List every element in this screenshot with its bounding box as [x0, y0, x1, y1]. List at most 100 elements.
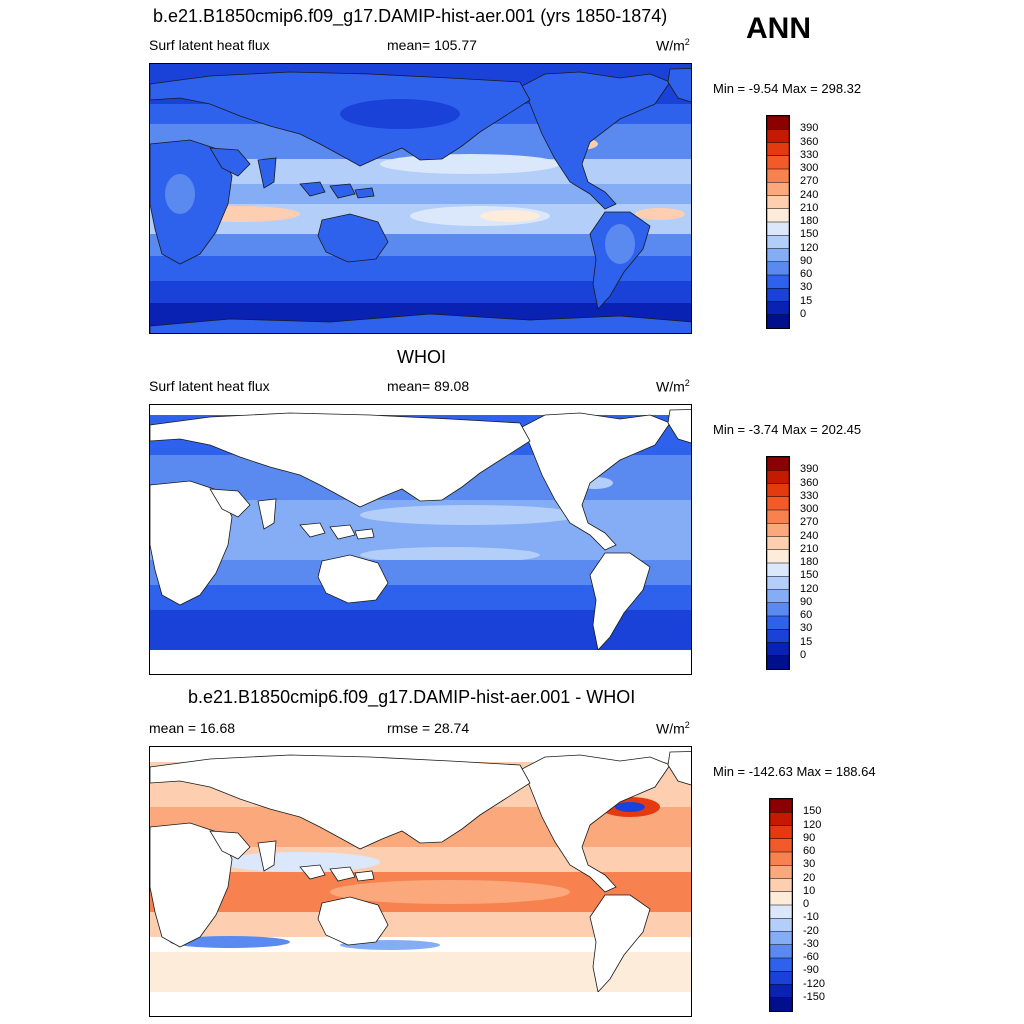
panel2-colorbar-swatch	[767, 615, 789, 630]
panel2-colorbar-tick-label: 60	[800, 609, 813, 621]
panel3-title: b.e21.B1850cmip6.f09_g17.DAMIP-hist-aer.…	[188, 687, 636, 707]
panel2-colorbar-tick-label: 30	[800, 622, 813, 635]
panel1-colorbar-tick-label: 330	[800, 148, 819, 161]
panel1-colorbar-tick-label: 360	[800, 135, 819, 148]
panel3-colorbar-swatch	[770, 971, 792, 986]
panel2-colorbar-swatch	[767, 523, 789, 538]
panel2-colorbar-swatch	[767, 562, 789, 577]
panel1-colorbar-swatch	[767, 248, 789, 263]
panel2-colorbar-swatch	[767, 589, 789, 604]
panel2-colorbar-tick-label: 360	[800, 476, 819, 489]
panel3-difference-map	[149, 746, 692, 1017]
panel3-colorbar-tick-label: -30	[803, 937, 819, 950]
panel2-colorbar-swatch	[767, 549, 789, 564]
panel3-colorbar-swatch	[770, 851, 792, 866]
panel2-minmax: Min = -3.74 Max = 202.45	[713, 422, 862, 437]
panel1-colorbar-tick-label: 15	[800, 294, 813, 307]
panel1-colorbar-tick-label: 270	[800, 175, 819, 188]
panel1-colorbar-swatch	[767, 221, 789, 236]
panel1-colorbar-swatch	[767, 288, 789, 303]
panel3-colorbar-tick-label: 90	[803, 831, 816, 844]
panel3-colorbar-tick-label: 0	[803, 898, 810, 910]
panel1-units: W/m2	[656, 37, 690, 54]
panel2-colorbar-tick-label: 210	[800, 542, 819, 555]
panel2-colorbar-tick-label: 270	[800, 516, 819, 529]
panel3-colorbar	[769, 798, 793, 1012]
panel2-colorbar-swatch	[767, 509, 789, 524]
panel3-colorbar-swatch	[770, 931, 792, 946]
panel1-colorbar-tick-label: 390	[800, 122, 819, 135]
panel2-colorbar-swatch	[767, 642, 789, 657]
panel3-colorbar-tick-label: 60	[803, 845, 816, 857]
panel1-colorbar-swatch	[767, 314, 789, 328]
panel3-colorbar-tick-label: 30	[803, 858, 816, 871]
panel2-colorbar-tick-label: 15	[800, 635, 813, 648]
panel3-colorbar-swatch	[770, 812, 792, 827]
panel3-colorbar-swatch	[770, 865, 792, 880]
panel1-colorbar-swatch	[767, 129, 789, 144]
panel2-colorbar-tick-label: 120	[800, 582, 819, 595]
panel1-variable: Surf latent heat flux	[149, 37, 270, 53]
panel3-mean: mean = 16.68	[149, 720, 236, 736]
panel3-colorbar-swatch	[770, 878, 792, 893]
panel3-colorbar-swatch	[770, 984, 792, 999]
panel1-colorbar-tick-label: 180	[800, 215, 819, 227]
panel1-colorbar-tick-label: 240	[800, 188, 819, 201]
panel3-colorbar-swatch	[770, 799, 792, 813]
panel1-colorbar-tick-label: 120	[800, 241, 819, 254]
panel2-colorbar-tick-label: 300	[800, 503, 819, 515]
panel2-colorbar-swatch	[767, 576, 789, 591]
panel1-colorbar-swatch	[767, 195, 789, 210]
panel2-colorbar-swatch	[767, 483, 789, 498]
panel2-obs-map	[149, 404, 692, 675]
panel1-colorbar-tick-label: 150	[800, 228, 819, 241]
panel1-colorbar-swatch	[767, 301, 789, 316]
panel3-colorbar-swatch	[770, 918, 792, 933]
panel2-colorbar-tick-label: 150	[800, 569, 819, 582]
panel3-colorbar-tick-label: 20	[803, 871, 816, 884]
panel2-colorbar-swatch	[767, 536, 789, 551]
panel2-colorbar	[766, 456, 790, 670]
panel2-colorbar-tick-label: 240	[800, 529, 819, 542]
panel2-colorbar-tick-label: 0	[800, 648, 807, 661]
panel1-colorbar-tick-label: 300	[800, 162, 819, 174]
panel2-colorbar-swatch	[767, 629, 789, 644]
panel1-colorbar-tick-label: 30	[800, 281, 813, 294]
panel1-colorbar-swatch	[767, 142, 789, 157]
panel1-colorbar-swatch	[767, 235, 789, 250]
panel3-colorbar-tick-label: 10	[803, 884, 816, 897]
panel2-variable: Surf latent heat flux	[149, 378, 270, 394]
panel1-colorbar-swatch	[767, 274, 789, 289]
panel3-colorbar-tick-label: 120	[803, 818, 822, 831]
panel2-colorbar-swatch	[767, 602, 789, 617]
panel1-colorbar-swatch	[767, 261, 789, 276]
panel3-colorbar-swatch	[770, 944, 792, 959]
panel1-model-map	[149, 63, 692, 334]
panel1-colorbar-swatch	[767, 168, 789, 183]
panel3-colorbar-swatch	[770, 891, 792, 906]
panel3-colorbar-swatch	[770, 997, 792, 1011]
panel3-colorbar-tick-label: -60	[803, 951, 819, 963]
panel2-colorbar-swatch	[767, 655, 789, 669]
panel1-colorbar-swatch	[767, 155, 789, 170]
panel2-title: WHOI	[397, 347, 446, 367]
panel1-colorbar-swatch	[767, 182, 789, 197]
panel3-colorbar-tick-label: -20	[803, 924, 819, 937]
panel1-colorbar-tick-label: 90	[800, 254, 813, 267]
panel1-colorbar	[766, 115, 790, 329]
panel2-colorbar-swatch	[767, 470, 789, 485]
panel3-colorbar-tick-label: -120	[803, 977, 826, 990]
panel2-mean: mean= 89.08	[387, 378, 470, 394]
panel1-colorbar-tick-label: 0	[800, 307, 807, 320]
panel2-colorbar-swatch	[767, 496, 789, 511]
panel2-units: W/m2	[656, 378, 690, 395]
panel1-mean: mean= 105.77	[387, 37, 477, 53]
panel2-colorbar-tick-label: 90	[800, 595, 813, 608]
panel3-colorbar-tick-label: -90	[803, 964, 819, 977]
panel3-rmse: rmse = 28.74	[387, 720, 470, 736]
panel1-minmax: Min = -9.54 Max = 298.32	[713, 81, 862, 96]
panel2-colorbar-tick-label: 180	[800, 556, 819, 568]
panel3-colorbar-tick-label: 150	[803, 805, 822, 818]
panel3-colorbar-swatch	[770, 904, 792, 919]
panel2-colorbar-tick-label: 390	[800, 463, 819, 476]
